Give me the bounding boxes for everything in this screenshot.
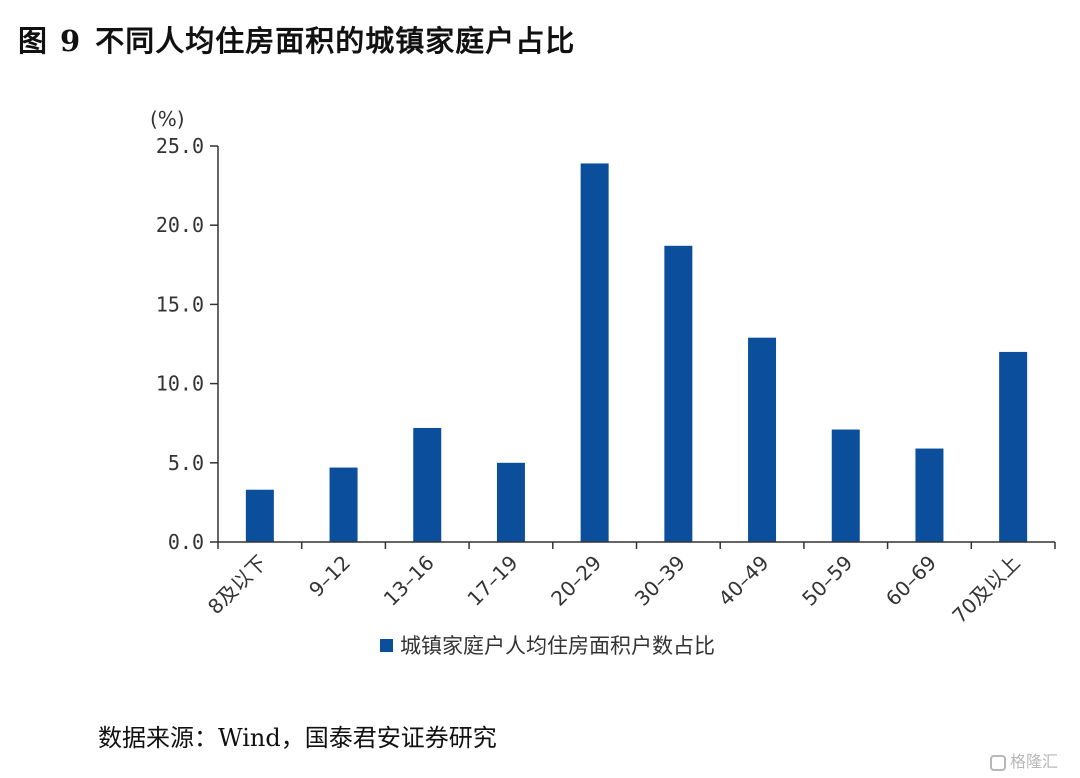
x-tick-label: 50–59 (797, 551, 857, 611)
x-tick-label: 40–49 (714, 551, 774, 611)
x-tick-label: 8及以下 (203, 551, 271, 619)
legend-swatch (380, 639, 393, 652)
y-tick-label: 5.0 (168, 451, 204, 475)
figure-number: 9 (60, 24, 82, 58)
figure-prefix: 图 (18, 24, 49, 58)
x-axis-labels: 8及以下 9–12 13–16 17–19 20–29 30–39 40–49 50–59 60… (203, 551, 1025, 628)
bar (329, 467, 358, 542)
figure-title-text: 不同人均住房面积的城镇家庭户占比 (95, 24, 576, 58)
x-tick-label: 70及以上 (947, 551, 1024, 628)
bar (245, 489, 274, 542)
watermark-text: 格隆汇 (1010, 752, 1059, 771)
bar (496, 462, 525, 542)
y-tick-label: 25.0 (156, 134, 204, 158)
y-axis-unit-label: (%) (150, 107, 185, 131)
bar (664, 245, 693, 543)
y-tick-label: 10.0 (156, 372, 204, 396)
bar (580, 163, 609, 542)
bar (748, 337, 777, 542)
x-axis (217, 541, 1056, 549)
bar (915, 448, 944, 542)
bar (999, 351, 1028, 542)
source-note: 数据来源：Wind，国泰君安证券研究 (98, 724, 497, 752)
y-tick-label: 20.0 (156, 213, 204, 237)
watermark-logo-icon (990, 755, 1006, 771)
y-axis-ticks: 0.0 5.0 10.0 15.0 20.0 25.0 (156, 134, 219, 554)
x-tick-label: 60–69 (881, 551, 941, 611)
bar-chart: (%) 0.0 5.0 10.0 15.0 20.0 25.0 8及以下 9–12 13–16… (150, 107, 1056, 658)
x-tick-label: 30–39 (630, 551, 690, 611)
x-tick-label: 20–29 (546, 551, 606, 611)
y-tick-label: 0.0 (168, 530, 204, 554)
figure-title: 图 9 不同人均住房面积的城镇家庭户占比 (18, 18, 575, 60)
y-tick-label: 15.0 (156, 292, 204, 316)
x-tick-label: 9–12 (304, 551, 355, 602)
bar (831, 429, 860, 542)
x-tick-label: 13–16 (379, 551, 439, 611)
watermark: 格隆汇 (990, 748, 1058, 772)
legend-label: 城镇家庭户人均住房面积户数占比 (400, 634, 715, 658)
x-tick-label: 17–19 (462, 551, 522, 611)
bars (245, 163, 1028, 543)
bar (413, 427, 442, 542)
legend: 城镇家庭户人均住房面积户数占比 (380, 634, 715, 658)
